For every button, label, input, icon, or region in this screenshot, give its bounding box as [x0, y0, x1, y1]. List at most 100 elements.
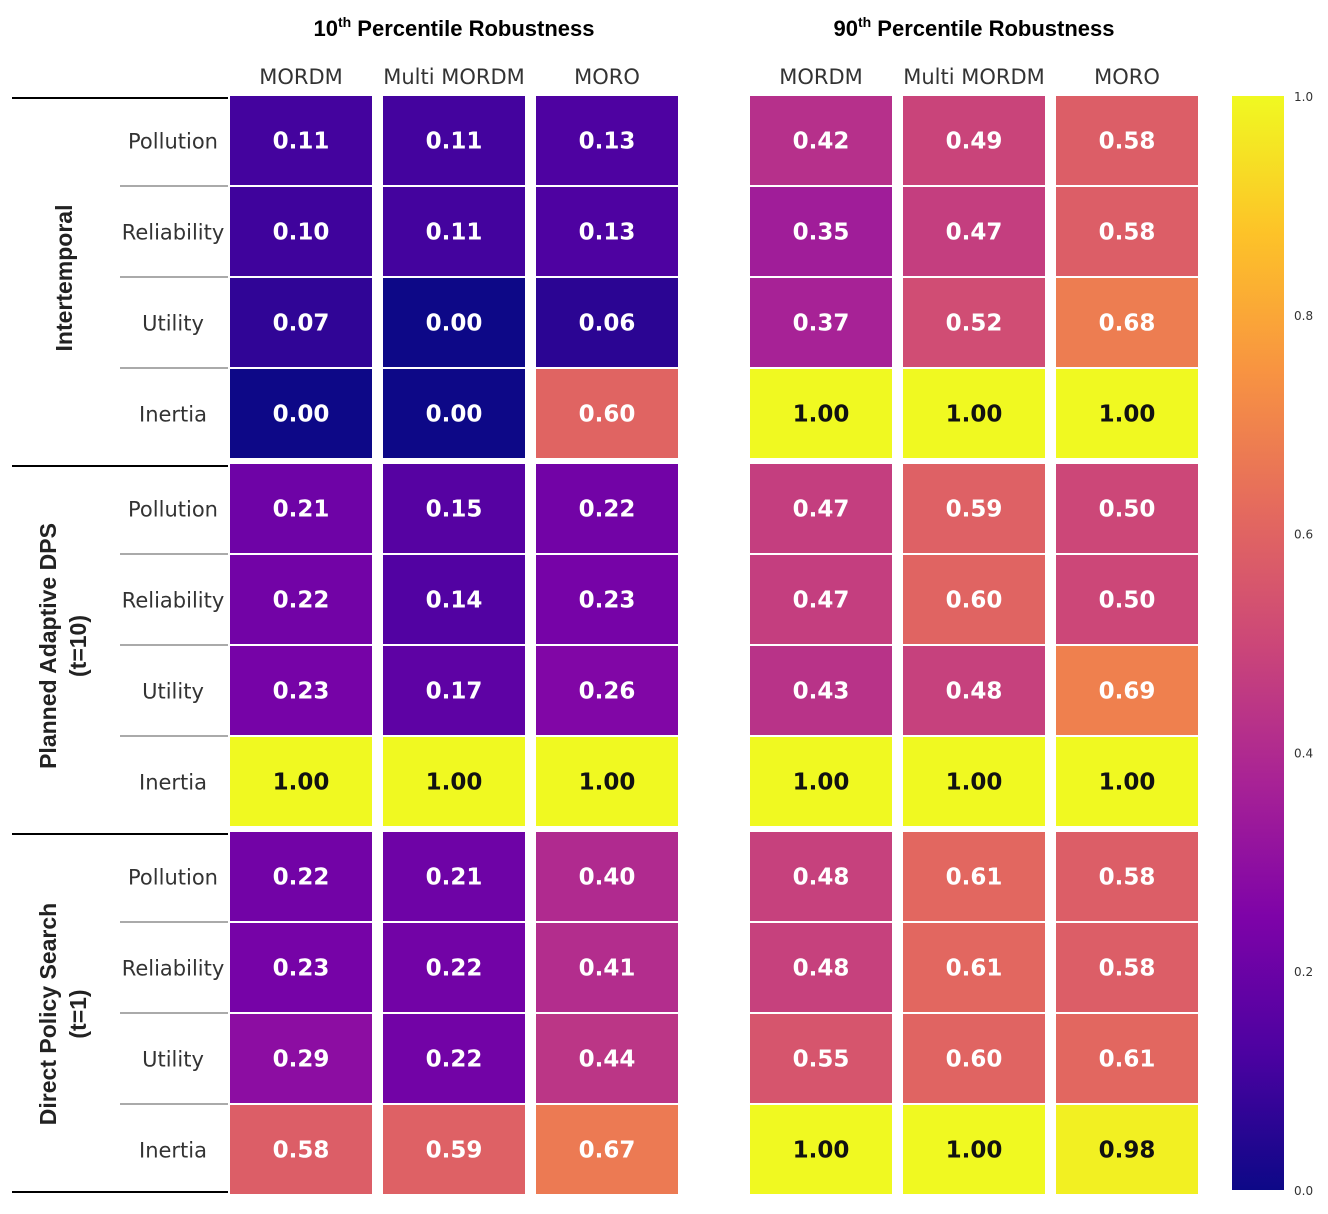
- heatmap-cell-value: 0.60: [946, 1047, 1003, 1073]
- heatmap-cell-fill: [750, 278, 892, 367]
- heatmap-cell-value: 0.23: [273, 679, 330, 705]
- heatmap-cell-fill: [536, 646, 678, 735]
- heatmap-cell-fill: [230, 464, 372, 553]
- heatmap-cell-fill: [230, 832, 372, 921]
- heatmap-cell-fill: [383, 832, 525, 921]
- heatmap-cell-fill: [383, 369, 525, 458]
- heatmap-cell: 1.00: [1056, 369, 1198, 458]
- heatmap-cell-fill: [1056, 278, 1198, 367]
- heatmap-cell-fill: [383, 464, 525, 553]
- heatmap-cell: 0.07: [230, 278, 372, 367]
- heatmap-cell-fill: [750, 464, 892, 553]
- heatmap-cell-value: 0.13: [579, 129, 636, 155]
- colorbar-tick-label: 1.0: [1294, 90, 1313, 104]
- heatmap-cell: 0.42: [750, 96, 892, 185]
- heatmap-cell-value: 0.59: [946, 497, 1003, 523]
- colorbar-tick-label: 0.6: [1294, 528, 1313, 542]
- heatmap-cell-fill: [230, 187, 372, 276]
- heatmap-cell-value: 0.48: [793, 956, 850, 982]
- heatmap-cell: 0.15: [383, 464, 525, 553]
- heatmap-cell-value: 0.60: [946, 588, 1003, 614]
- panel-title-number: 10: [313, 16, 337, 41]
- heatmap-cell-fill: [383, 1105, 525, 1194]
- heatmap-cell: 0.61: [1056, 1014, 1198, 1103]
- heatmap-cell: 1.00: [750, 369, 892, 458]
- heatmap-cell-fill: [1056, 369, 1198, 458]
- heatmap-cell: 0.35: [750, 187, 892, 276]
- heatmap-cell: 0.00: [383, 278, 525, 367]
- heatmap-cell-value: 0.69: [1099, 679, 1156, 705]
- heatmap-cell-fill: [383, 278, 525, 367]
- heatmap-cell-fill: [1056, 555, 1198, 644]
- heatmap-cell-value: 0.07: [273, 311, 330, 337]
- heatmap-cell: 0.58: [1056, 832, 1198, 921]
- heatmap-cell-fill: [383, 1014, 525, 1103]
- heatmap-cell-fill: [1056, 1105, 1198, 1194]
- group-label-line: Intertemporal: [51, 205, 77, 352]
- heatmap-cell: 0.43: [750, 646, 892, 735]
- heatmap-cell-value: 0.50: [1099, 588, 1156, 614]
- heatmap-cell: 0.58: [1056, 923, 1198, 1012]
- colorbar: 0.0 0.2 0.4 0.6 0.8 1.0: [1232, 90, 1313, 1198]
- heatmap-cell: 0.47: [750, 555, 892, 644]
- heatmap-cell: 0.44: [536, 1014, 678, 1103]
- heatmap-cell: 0.00: [383, 369, 525, 458]
- heatmap-cell-fill: [903, 1014, 1045, 1103]
- heatmap-cell-fill: [903, 1105, 1045, 1194]
- heatmap-cell-value: 0.22: [273, 588, 330, 614]
- heatmap-cell-value: 0.48: [793, 865, 850, 891]
- heatmap-cell: 0.22: [383, 923, 525, 1012]
- heatmap-cell: 0.50: [1056, 464, 1198, 553]
- heatmap-cell-value: 0.55: [793, 1047, 850, 1073]
- heatmap-cell-fill: [1056, 737, 1198, 826]
- heatmap-cell-value: 0.48: [946, 679, 1003, 705]
- heatmap-cell-value: 1.00: [946, 770, 1003, 796]
- heatmap-cell-value: 0.35: [793, 220, 850, 246]
- heatmap-cell: 0.11: [230, 96, 372, 185]
- group-label-line: Direct Policy Search: [35, 903, 61, 1125]
- heatmap-cell-value: 0.15: [426, 497, 483, 523]
- heatmap-cell: 1.00: [903, 369, 1045, 458]
- heatmap-cell-value: 0.42: [793, 129, 850, 155]
- row-label-pollution: Pollution: [128, 866, 218, 890]
- heatmap-cell: 0.11: [383, 96, 525, 185]
- group-label-3: Direct Policy Search (t=1): [35, 903, 91, 1125]
- heatmap-cell: 0.48: [903, 646, 1045, 735]
- heatmap-cell-fill: [230, 96, 372, 185]
- row-label-utility: Utility: [142, 680, 204, 704]
- heatmap-cell-fill: [1056, 646, 1198, 735]
- heatmap-cell: 0.29: [230, 1014, 372, 1103]
- heatmap-cell: 0.69: [1056, 646, 1198, 735]
- heatmap-cell: 0.22: [230, 555, 372, 644]
- heatmap-cell: 0.48: [750, 923, 892, 1012]
- row-label-reliability: Reliability: [122, 957, 225, 981]
- heatmap-cell: 0.61: [903, 923, 1045, 1012]
- heatmap-cell: 0.10: [230, 187, 372, 276]
- heatmap-cell: 0.61: [903, 832, 1045, 921]
- heatmap-cell-fill: [383, 737, 525, 826]
- heatmap-cell-fill: [536, 1105, 678, 1194]
- heatmap-cell-value: 0.47: [946, 220, 1003, 246]
- heatmap-cell: 0.40: [536, 832, 678, 921]
- heatmap-cell-fill: [1056, 832, 1198, 921]
- heatmap-cell-fill: [750, 646, 892, 735]
- heatmap-cell-fill: [230, 646, 372, 735]
- heatmap-cell-value: 0.22: [273, 865, 330, 891]
- group-label-1: Intertemporal: [51, 205, 77, 352]
- heatmap-cell-fill: [536, 1014, 678, 1103]
- heatmap-cell-fill: [230, 555, 372, 644]
- heatmap-cell-value: 0.68: [1099, 311, 1156, 337]
- heatmap-cell-value: 1.00: [1099, 402, 1156, 428]
- column-label-mordm: MORDM: [259, 65, 343, 89]
- heatmap-cell-value: 1.00: [946, 402, 1003, 428]
- panel-title-1: 10th Percentile Robustness: [313, 14, 594, 41]
- heatmap-cell-value: 0.22: [579, 497, 636, 523]
- heatmap-cell-value: 1.00: [793, 402, 850, 428]
- heatmap-cell-value: 0.98: [1099, 1138, 1156, 1164]
- heatmap-cell-fill: [903, 187, 1045, 276]
- heatmap-cell-fill: [903, 646, 1045, 735]
- heatmap-cell-fill: [750, 96, 892, 185]
- heatmap-cell: 0.17: [383, 646, 525, 735]
- heatmap-cell-value: 1.00: [579, 770, 636, 796]
- heatmap-cell: 0.58: [230, 1105, 372, 1194]
